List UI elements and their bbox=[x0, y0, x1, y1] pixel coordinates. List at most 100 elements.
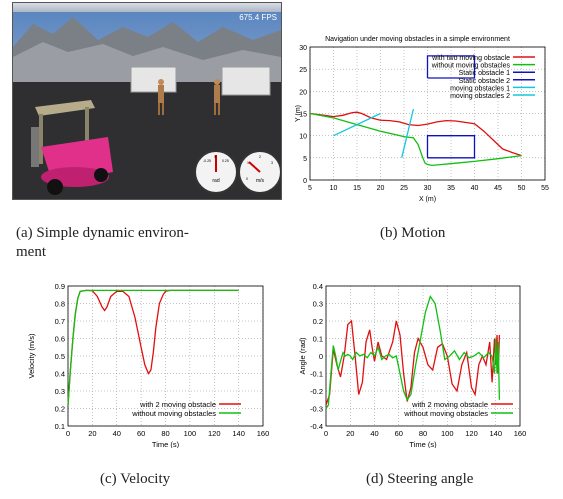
y-tick-label: 0.4 bbox=[55, 370, 65, 379]
series-line-2 bbox=[67, 289, 239, 406]
x-tick-label: 50 bbox=[518, 185, 526, 192]
gauge-right-mark: 2 bbox=[259, 155, 261, 159]
y-axis-label: Y (m) bbox=[295, 105, 302, 122]
x-tick-label: 140 bbox=[232, 429, 245, 438]
x-tick-label: 60 bbox=[395, 429, 403, 438]
x-tick-label: 40 bbox=[370, 429, 378, 438]
series-line-2 bbox=[325, 295, 501, 409]
series-line-1 bbox=[67, 289, 239, 406]
legend-label: without moving obstacles bbox=[431, 63, 511, 70]
golf-cart bbox=[31, 100, 113, 195]
x-tick-label: 160 bbox=[257, 429, 270, 438]
gauge-right-label: m/s bbox=[256, 178, 265, 184]
x-axis-label: Time (s) bbox=[152, 440, 180, 448]
legend-label: with 2 moving obstacle bbox=[139, 400, 216, 409]
x-tick-label: 0 bbox=[324, 429, 328, 438]
legend-label: with two moving obstacle bbox=[431, 55, 510, 62]
x-tick-label: 0 bbox=[66, 429, 70, 438]
x-tick-label: 40 bbox=[471, 185, 479, 192]
caption-a-line2: ment bbox=[16, 244, 46, 260]
simulator-titlebar bbox=[13, 3, 281, 12]
y-tick-label: 0.2 bbox=[55, 405, 65, 414]
plot-frame bbox=[67, 285, 264, 427]
x-tick-label: 25 bbox=[400, 185, 408, 192]
caption-a-line1: (a) Simple dynamic environ- bbox=[16, 225, 189, 241]
y-tick-label: 25 bbox=[299, 67, 307, 74]
y-axis-label: Velocity (m/s) bbox=[27, 333, 36, 379]
y-tick-label: 0.4 bbox=[313, 282, 323, 291]
x-tick-label: 80 bbox=[161, 429, 169, 438]
y-tick-label: -0.2 bbox=[310, 387, 323, 396]
fps-counter: 675.4 FPS bbox=[239, 13, 277, 22]
pedestrian-1 bbox=[158, 79, 164, 115]
x-tick-label: 55 bbox=[541, 185, 549, 192]
x-tick-label: 100 bbox=[441, 429, 454, 438]
y-tick-label: 5 bbox=[303, 156, 307, 163]
x-tick-label: 40 bbox=[113, 429, 121, 438]
plot-frame bbox=[325, 285, 521, 427]
y-tick-label: 0 bbox=[303, 178, 307, 185]
y-tick-label: 0.8 bbox=[55, 300, 65, 309]
x-tick-label: 120 bbox=[208, 429, 221, 438]
y-tick-label: -0.1 bbox=[310, 370, 323, 379]
y-tick-label: 0.2 bbox=[313, 317, 323, 326]
legend-label: Static obstacle 2 bbox=[459, 78, 510, 85]
y-tick-label: 0.3 bbox=[55, 387, 65, 396]
y-axis-label: Angle (rad) bbox=[298, 337, 307, 375]
y-tick-label: 0.6 bbox=[55, 335, 65, 344]
y-tick-label: 0.3 bbox=[313, 300, 323, 309]
y-tick-label: 10 bbox=[299, 134, 307, 141]
gauge-left-mark: 0.25 bbox=[222, 159, 229, 163]
series-line-3 bbox=[426, 55, 476, 79]
x-tick-label: 15 bbox=[353, 185, 361, 192]
y-tick-label: 0.7 bbox=[55, 317, 65, 326]
series-line-1 bbox=[325, 319, 501, 406]
y-tick-label: -0.3 bbox=[310, 405, 323, 414]
x-tick-label: 5 bbox=[308, 185, 312, 192]
legend-label: moving obstacles 2 bbox=[450, 93, 510, 100]
caption-c: (c) Velocity bbox=[100, 471, 171, 487]
steering-chart: 0 20 40 60 80 100 120 140 160 -0.4 -0.3 -0.2 -0.1 0 0.… bbox=[298, 282, 527, 448]
x-tick-label: 120 bbox=[465, 429, 478, 438]
x-tick-label: 20 bbox=[88, 429, 96, 438]
y-tick-label: 15 bbox=[299, 112, 307, 119]
y-tick-label: 0.5 bbox=[55, 352, 65, 361]
x-tick-label: 100 bbox=[184, 429, 197, 438]
chart-title: Navigation under moving obstacles in a s… bbox=[325, 36, 510, 43]
x-tick-label: 140 bbox=[489, 429, 502, 438]
x-axis-label: Time (s) bbox=[409, 440, 437, 448]
legend-label: without moving obstacles bbox=[131, 409, 216, 418]
y-tick-label: 0.1 bbox=[313, 335, 323, 344]
x-tick-label: 60 bbox=[137, 429, 145, 438]
series-line-6 bbox=[401, 108, 415, 158]
x-tick-label: 80 bbox=[419, 429, 427, 438]
x-tick-label: 160 bbox=[514, 429, 527, 438]
x-tick-label: 20 bbox=[346, 429, 354, 438]
x-tick-label: 10 bbox=[330, 185, 338, 192]
caption-b: (b) Motion bbox=[380, 225, 446, 241]
series-line-1 bbox=[309, 111, 522, 157]
y-tick-label: 20 bbox=[299, 89, 307, 96]
x-tick-label: 20 bbox=[377, 185, 385, 192]
velocity-chart: 0 20 40 60 80 100 120 140 160 0.1 0.2 0.3 0.4 0.5 0.6 0… bbox=[27, 282, 270, 448]
x-tick-label: 45 bbox=[494, 185, 502, 192]
static-obstacle-2 bbox=[221, 66, 271, 96]
x-axis-label: X (m) bbox=[419, 196, 436, 203]
gauge-right-mark: 0 bbox=[246, 177, 248, 181]
caption-d: (d) Steering angle bbox=[366, 471, 474, 487]
gauge-right-mark: 3 bbox=[271, 161, 273, 165]
legend-label: moving obstacles 1 bbox=[450, 85, 510, 92]
y-tick-label: -0.4 bbox=[310, 422, 323, 431]
gauge-left-mark: 0 bbox=[214, 155, 216, 159]
gauge-right-mark: 1 bbox=[247, 161, 249, 165]
x-tick-label: 30 bbox=[424, 185, 432, 192]
simulator-screenshot: rad -0.25 0 0.25 m/s 0 1 2 3 675.4 FPS bbox=[12, 2, 282, 200]
simulator-scene: rad -0.25 0 0.25 m/s 0 1 2 3 bbox=[13, 12, 281, 199]
y-tick-label: 0.9 bbox=[55, 282, 65, 291]
series-line-2 bbox=[309, 112, 522, 167]
y-tick-label: 0 bbox=[319, 352, 323, 361]
series-line-5 bbox=[333, 112, 381, 137]
x-tick-label: 35 bbox=[447, 185, 455, 192]
y-tick-label: 30 bbox=[299, 45, 307, 52]
series-line-4 bbox=[426, 135, 476, 159]
